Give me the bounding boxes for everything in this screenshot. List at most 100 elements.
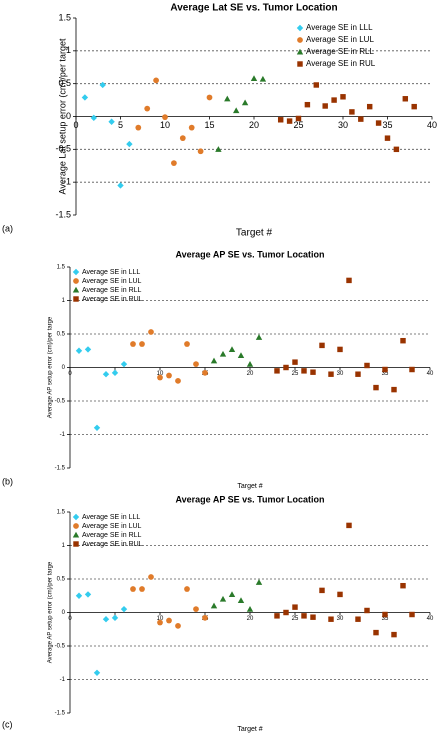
point [148, 329, 154, 335]
y-tick-label: -0.5 [55, 399, 66, 405]
point [93, 424, 101, 431]
point [301, 368, 307, 374]
legend-marker [297, 61, 303, 67]
point [411, 103, 417, 110]
point [90, 114, 97, 122]
point [193, 606, 199, 613]
legend-marker [72, 286, 80, 293]
point [337, 346, 343, 353]
legend-marker [297, 37, 303, 43]
point [237, 597, 245, 603]
point [364, 607, 370, 614]
y-tick-label: -0.5 [55, 144, 71, 154]
point [382, 366, 388, 373]
y-tick-label: 0 [62, 610, 66, 616]
point [277, 117, 284, 123]
legend-label: Average SE in LLL [82, 269, 140, 276]
x-tick-label: 20 [249, 120, 259, 130]
x-tick-label: 30 [338, 120, 348, 130]
point [274, 613, 280, 619]
point [274, 368, 280, 374]
x-axis-title: Target # [236, 228, 273, 239]
y-tick-label: -1.5 [55, 711, 66, 717]
point [139, 341, 145, 347]
x-tick-label: 15 [204, 120, 214, 130]
chart-title: Average AP SE vs. Tumor Location [175, 494, 324, 504]
point [286, 118, 293, 124]
legend-label: Average SE in RUL [82, 296, 143, 303]
point [130, 586, 136, 592]
legend-marker [72, 531, 80, 538]
point [102, 371, 110, 378]
x-tick-label: 10 [157, 371, 164, 377]
point [364, 362, 370, 369]
point [84, 346, 92, 353]
point [153, 77, 159, 84]
point [310, 614, 316, 620]
legend-marker [296, 48, 304, 55]
point [237, 352, 245, 358]
legend-label: Average SE in LLL [82, 514, 140, 521]
point [184, 341, 190, 347]
point [246, 605, 254, 612]
point [402, 96, 409, 102]
point [283, 609, 289, 616]
legend-marker [73, 541, 79, 547]
legend-marker [73, 523, 79, 529]
point [120, 605, 128, 613]
legend-marker [73, 278, 79, 284]
point [81, 94, 89, 101]
point [366, 103, 373, 110]
y-tick-label: 1.5 [58, 12, 71, 22]
point [409, 611, 415, 618]
x-tick-label: 20 [247, 371, 254, 377]
panel-label: (a) [2, 223, 13, 233]
y-tick-label: -1 [63, 177, 71, 187]
legend-label: Average SE in RUL [306, 59, 376, 68]
y-tick-label: 1 [66, 45, 71, 55]
point [382, 611, 388, 618]
point [241, 99, 249, 106]
point [319, 342, 325, 349]
y-tick-label: 1.5 [57, 265, 66, 271]
point [130, 341, 136, 347]
chart-panel: Average AP SE vs. Tumor Location (b) Targe… [2, 249, 434, 489]
y-tick-label: 1 [62, 543, 66, 549]
legend-marker [72, 268, 80, 276]
point [188, 124, 195, 131]
y-tick-label: -0.5 [55, 644, 66, 650]
point [373, 629, 379, 636]
point [219, 595, 227, 602]
point [228, 591, 236, 597]
point [255, 334, 263, 340]
point [139, 586, 145, 592]
x-tick-label: 10 [157, 616, 164, 622]
point [84, 591, 92, 598]
point [400, 582, 406, 589]
point [409, 366, 415, 373]
point [117, 182, 124, 189]
y-axis-title: Average AP setup error (cm)/per targe [48, 561, 54, 663]
x-axis-title: Target # [237, 483, 262, 490]
point [393, 146, 400, 153]
point [313, 82, 320, 88]
y-tick-label: 0.5 [57, 577, 66, 583]
y-tick-label: 1 [62, 298, 66, 304]
point [148, 574, 154, 580]
chart-title: Average AP SE vs. Tumor Location [175, 249, 324, 259]
point [349, 109, 355, 115]
point [99, 81, 106, 89]
x-tick-label: 30 [337, 616, 344, 622]
point [144, 105, 151, 112]
x-tick-label: 30 [337, 371, 344, 377]
x-tick-label: 20 [247, 616, 254, 622]
x-tick-label: 40 [427, 120, 437, 130]
y-tick-label: -1 [60, 677, 66, 683]
x-tick-label: 0 [68, 371, 72, 377]
point [250, 75, 258, 81]
chart-panel: Average AP SE vs. Tumor Location (c) Targe… [2, 494, 434, 732]
point [255, 579, 263, 585]
point [175, 378, 181, 384]
point [215, 146, 222, 152]
